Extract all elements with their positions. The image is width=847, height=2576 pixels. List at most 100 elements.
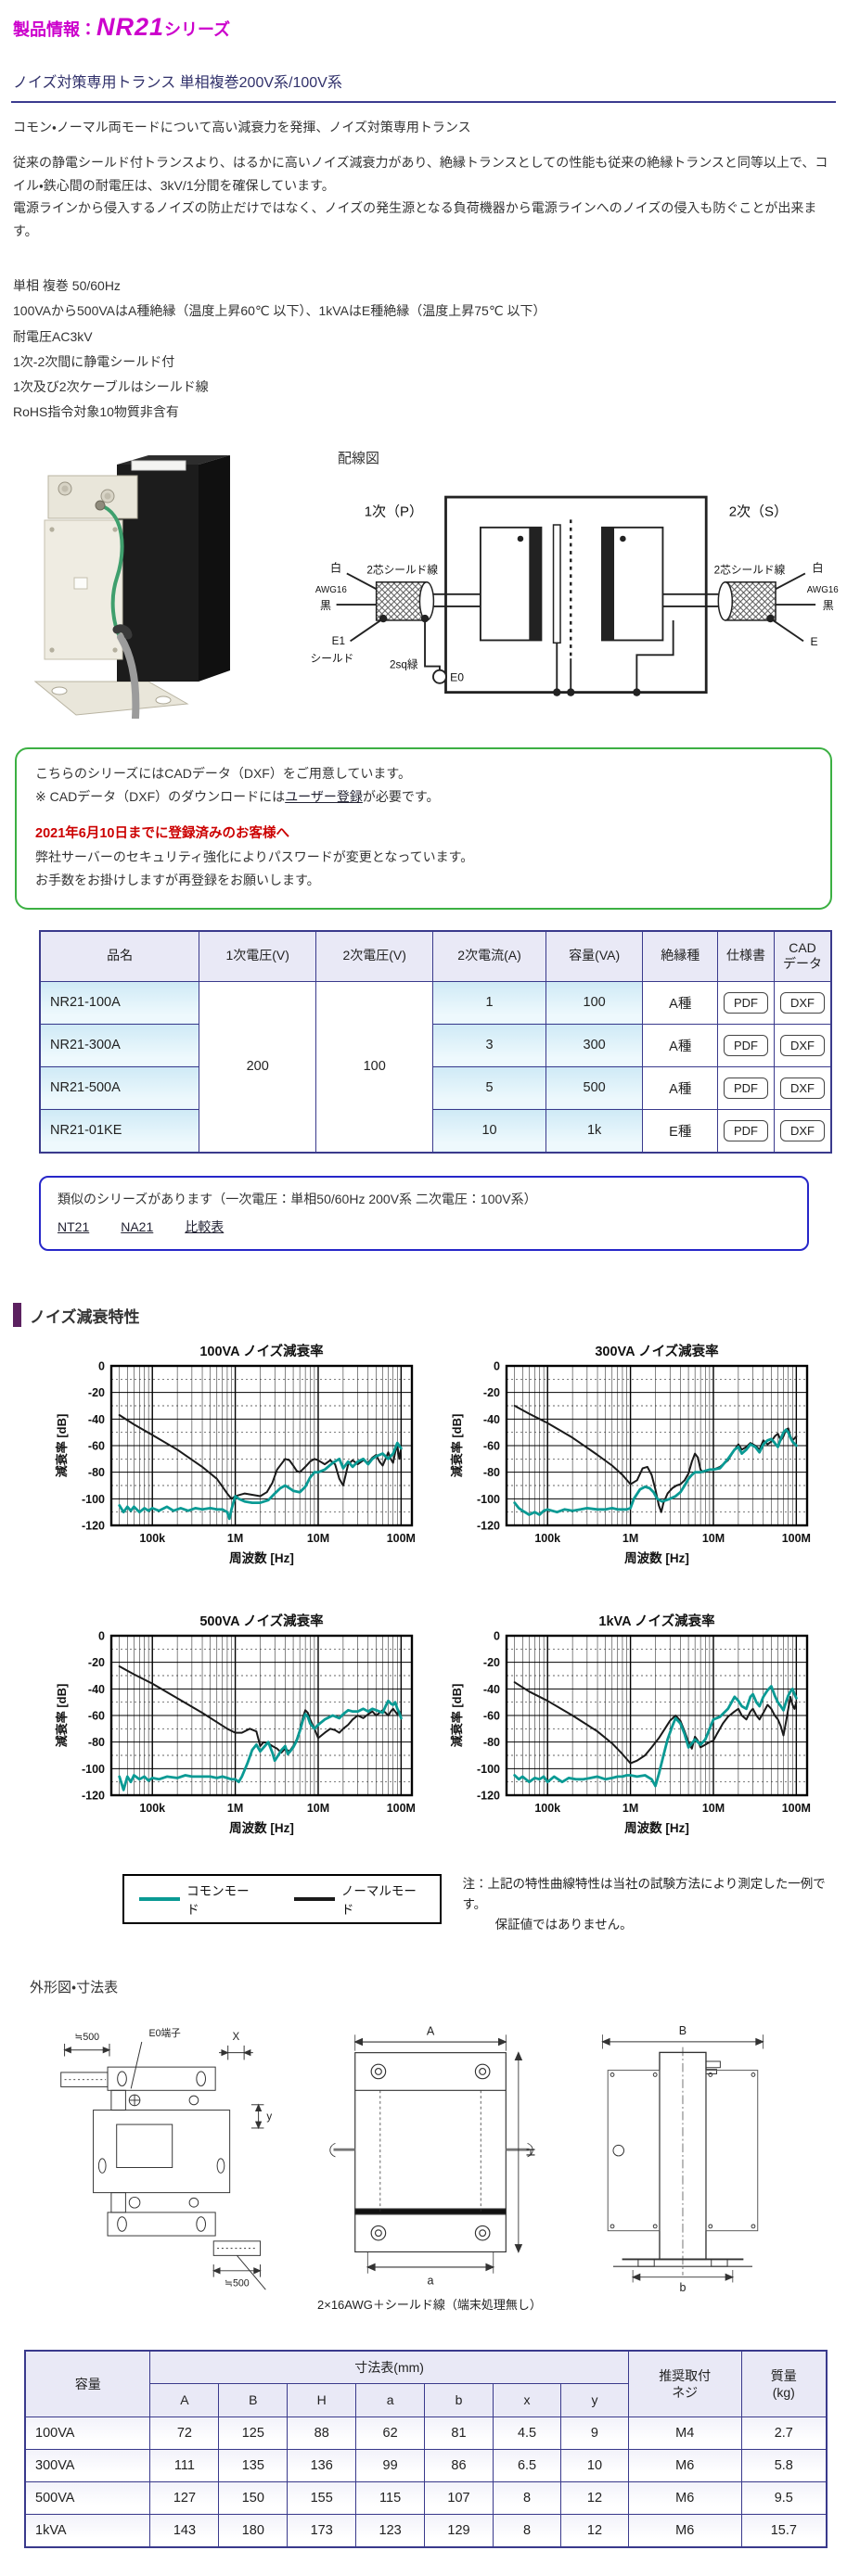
similar-series-link[interactable]: NA21: [121, 1219, 154, 1235]
svg-text:-40: -40: [88, 1413, 105, 1426]
dimension-value-cell: 10: [560, 2448, 629, 2482]
svg-text:100VA ノイズ減衰率: 100VA ノイズ減衰率: [199, 1343, 324, 1359]
pdf-button[interactable]: PDF: [724, 991, 768, 1014]
svg-text:-100: -100: [477, 1763, 500, 1776]
similar-series-link[interactable]: 比較表: [185, 1219, 225, 1235]
spec-doc-cell: PDF: [717, 1065, 775, 1110]
weight-cell: 2.7: [740, 2416, 828, 2450]
primary-voltage-cell: 200: [199, 980, 317, 1154]
series-name: NR21: [96, 13, 165, 41]
dimension-value-cell: 115: [355, 2480, 426, 2515]
svg-text:-100: -100: [477, 1493, 500, 1506]
insulation-cell: E種: [642, 1108, 718, 1154]
noise-section-heading: ノイズ減衰特性: [13, 1303, 836, 1328]
dxf-button[interactable]: DXF: [780, 1119, 825, 1141]
svg-text:1M: 1M: [622, 1532, 638, 1545]
legend-label: コモンモード: [186, 1884, 250, 1918]
dim-sub-header: H: [287, 2383, 357, 2417]
screw-cell: M4: [627, 2416, 742, 2450]
chart-note: 注：上記の特性曲線特性は当社の試験方法により測定した一例です。 保証値ではありませ…: [462, 1874, 836, 1934]
svg-text:1kVA ノイズ減衰率: 1kVA ノイズ減衰率: [598, 1613, 715, 1629]
feature-list: 単相 複巻 50/60Hz 100VAから500VAはA種絶縁（温度上昇60℃ 以…: [13, 274, 836, 426]
product-col-header: 1次電圧(V): [199, 930, 317, 982]
product-table-row: NR21-300A 3 300 A種 PDF DXF: [39, 1023, 832, 1067]
awg-label-left: AWG16: [315, 585, 348, 595]
dimension-value-cell: 107: [424, 2480, 494, 2515]
svg-text:減衰率 [dB]: 減衰率 [dB]: [55, 1684, 69, 1748]
secondary-current-cell: 3: [432, 1023, 546, 1067]
cad-data-cell: DXF: [774, 1065, 832, 1110]
svg-text:-20: -20: [483, 1387, 500, 1400]
similar-series-link[interactable]: NT21: [58, 1219, 90, 1235]
black-wire-label-left: 黒: [320, 599, 331, 612]
product-col-header: CAD データ: [774, 930, 832, 982]
pdf-button[interactable]: PDF: [724, 1034, 768, 1056]
dimension-value-cell: 62: [355, 2416, 426, 2450]
feature-item: 1次-2次間に静電シールド付: [13, 353, 175, 369]
product-table-row: NR21-500A 5 500 A種 PDF DXF: [39, 1065, 832, 1110]
outline-drawing-profile: B b: [601, 2024, 764, 2293]
user-registration-link[interactable]: ユーザー登録: [285, 788, 363, 804]
feature-item: 単相 複巻 50/60Hz: [13, 278, 121, 293]
dim-A-label: A: [427, 2024, 435, 2037]
feature-item: RoHS指令対象10物質非含有: [13, 404, 179, 420]
page-title: 製品情報：NR21シリーズ: [13, 13, 836, 42]
svg-text:-20: -20: [88, 1657, 105, 1670]
svg-text:100k: 100k: [139, 1532, 165, 1545]
product-photo: [28, 448, 241, 723]
noise-chart: 300VA ノイズ減衰率 0 -20 -40 -60 -80 -100 -120 100k 1M 1…: [447, 1342, 818, 1599]
wiring-section: 配線図: [241, 448, 847, 719]
dxf-button[interactable]: DXF: [780, 991, 825, 1014]
similar-series-links: NT21 NA21 比較表: [58, 1218, 790, 1236]
pdf-button[interactable]: PDF: [724, 1077, 768, 1099]
dimension-value-cell: 86: [424, 2448, 494, 2482]
cad-notice-line4: お手数をお掛けしますが再登録をお願いします。: [35, 873, 320, 888]
cad-notice-line2: ※ CADデータ（DXF）のダウンロードにはユーザー登録が必要です。: [35, 785, 812, 809]
secondary-current-cell: 1: [432, 980, 546, 1025]
svg-text:周波数 [Hz]: 周波数 [Hz]: [624, 1820, 689, 1835]
product-col-header: 絶縁種: [642, 930, 718, 982]
svg-text:100M: 100M: [782, 1532, 811, 1545]
weight-cell: 15.7: [740, 2513, 828, 2548]
dimension-value-cell: 129: [424, 2513, 494, 2548]
dxf-button[interactable]: DXF: [780, 1034, 825, 1056]
product-table-row: NR21-01KE 10 1k E種 PDF DXF: [39, 1108, 832, 1154]
cad-data-cell: DXF: [774, 1023, 832, 1067]
cad-notice-line3: 弊社サーバーのセキュリティ強化によりパスワードが変更となっています。: [35, 849, 474, 865]
cable-label-right: 2芯シールド線: [714, 564, 786, 576]
product-name-cell: NR21-01KE: [39, 1108, 200, 1154]
dimension-value-cell: 81: [424, 2416, 494, 2450]
dimension-value-cell: 123: [355, 2513, 426, 2548]
svg-text:10M: 10M: [702, 1532, 725, 1545]
secondary-label: 2次（S）: [729, 504, 788, 519]
product-table: 品名 1次電圧(V) 2次電圧(V) 2次電流(A) 容量(VA) 絶縁種 仕様書 CAD デ…: [39, 929, 832, 1154]
dim-col-capacity: 容量: [24, 2350, 151, 2417]
product-col-header: 2次電流(A): [432, 930, 546, 982]
legend-item: コモンモード: [139, 1881, 259, 1918]
intro-paragraph: 電源ラインから侵入するノイズの防止だけではなく、ノイズの発生源となる負荷機器から…: [13, 200, 817, 238]
svg-text:1M: 1M: [622, 1802, 638, 1815]
dimension-value-cell: 150: [218, 2480, 289, 2515]
svg-text:0: 0: [98, 1360, 105, 1373]
svg-text:10M: 10M: [702, 1802, 725, 1815]
svg-text:減衰率 [dB]: 減衰率 [dB]: [450, 1684, 464, 1748]
media-row: 配線図: [28, 448, 839, 723]
dimension-table-row: 500VA 127 150 155 115 107 8 12 M6 9.5: [24, 2480, 828, 2515]
dim-col-weight: 質量 (kg): [740, 2350, 828, 2417]
svg-text:-60: -60: [88, 1440, 105, 1453]
svg-text:-120: -120: [82, 1520, 105, 1533]
outline-section-title: 外形図・寸法表: [30, 1980, 119, 1996]
outline-drawing-side: ≒500 E0端子 X y ≒500: [60, 2027, 272, 2290]
pdf-button[interactable]: PDF: [724, 1119, 768, 1141]
dxf-button[interactable]: DXF: [780, 1077, 825, 1099]
svg-text:-120: -120: [477, 1520, 500, 1533]
product-name-cell: NR21-100A: [39, 980, 200, 1025]
product-name-cell: NR21-500A: [39, 1065, 200, 1110]
chart-legend-row: コモンモード ノーマルモード 注：上記の特性曲線特性は当社の試験方法により測定した…: [122, 1874, 836, 1934]
dimension-value-cell: 127: [149, 2480, 220, 2515]
svg-text:-40: -40: [88, 1683, 105, 1696]
svg-text:減衰率 [dB]: 減衰率 [dB]: [55, 1414, 69, 1478]
legend-item: ノーマルモード: [293, 1881, 426, 1918]
noise-chart-svg: 1kVA ノイズ減衰率 0 -20 -40 -60 -80 -100 -120 100k 1M 10…: [450, 1613, 811, 1835]
